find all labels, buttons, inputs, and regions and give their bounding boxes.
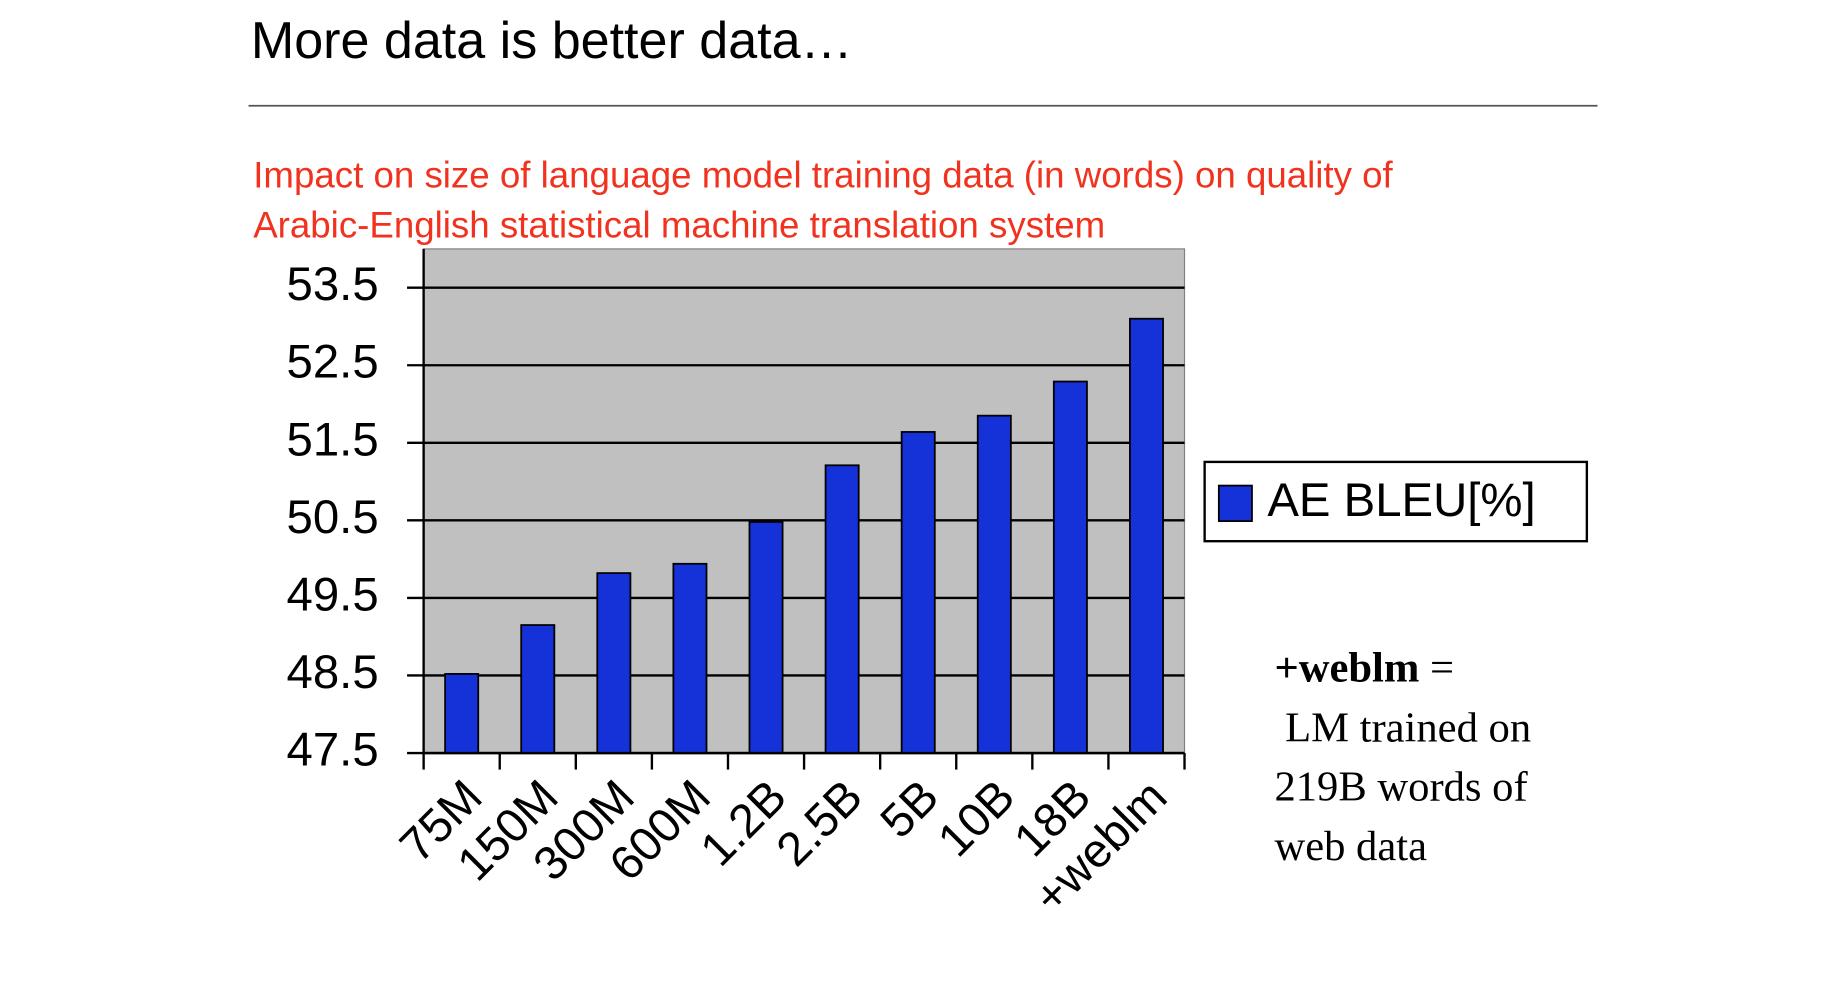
chart-title: Impact on size of language model trainin… xyxy=(253,155,1393,196)
bar xyxy=(596,572,632,754)
chart-title: Arabic-English statistical machine trans… xyxy=(253,204,1105,245)
y-tick-label: 47.5 xyxy=(287,724,379,777)
annotation-term: +weblm xyxy=(1274,644,1419,691)
bar xyxy=(976,414,1012,754)
slide-title: More data is better data… xyxy=(251,12,853,70)
y-tick-label: 53.5 xyxy=(287,258,379,311)
y-tick-label: 48.5 xyxy=(287,646,379,699)
legend-label: AE BLEU[%] xyxy=(1267,474,1535,527)
bar xyxy=(520,624,556,754)
bar xyxy=(444,673,480,754)
y-tick-label: 51.5 xyxy=(287,413,379,466)
bar xyxy=(672,562,708,754)
bar xyxy=(1129,317,1164,754)
annotation-text: 219B words of xyxy=(1274,764,1528,811)
y-tick-label: 50.5 xyxy=(287,491,379,544)
x-tick-label: 2.5B xyxy=(767,770,873,876)
bar xyxy=(748,521,784,754)
y-tick-label: 49.5 xyxy=(287,568,379,621)
annotation-text: = xyxy=(1430,644,1454,691)
legend-swatch xyxy=(1217,484,1253,522)
legend-box xyxy=(1203,460,1589,543)
annotation-text: web data xyxy=(1274,823,1427,870)
annotation-text: LM trained on xyxy=(1285,704,1531,751)
bar xyxy=(1052,380,1088,754)
y-tick-label: 52.5 xyxy=(287,336,379,389)
x-tick-label: 10B xyxy=(928,770,1025,867)
bar xyxy=(824,464,860,754)
bar xyxy=(900,431,936,754)
annotation: +weblm = xyxy=(1274,644,1454,691)
